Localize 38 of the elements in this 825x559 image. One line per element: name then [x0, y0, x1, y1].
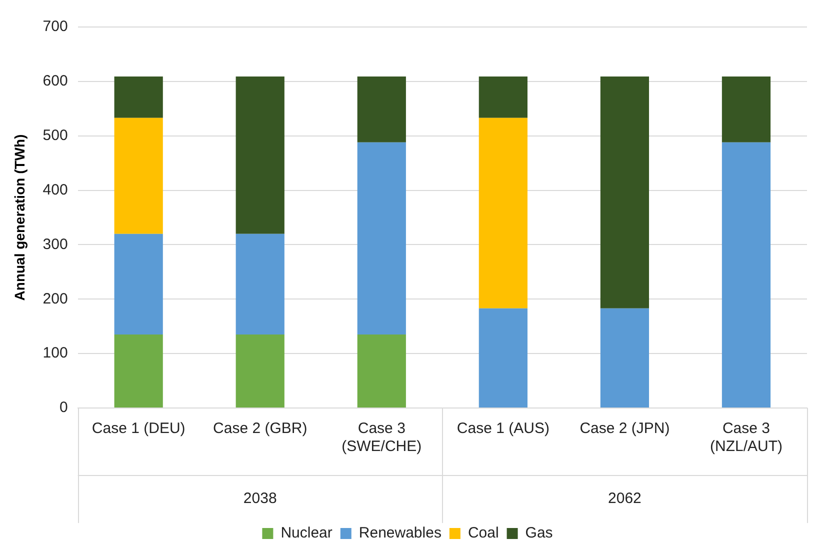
bar [236, 234, 284, 335]
y-tick-label: 400 [42, 181, 68, 198]
x-tick-label: Case 1 (AUS) [456, 420, 550, 438]
y-tick-label: 700 [42, 18, 68, 36]
x-tick-label: Case 3 (NZL/AUT) [710, 420, 782, 456]
legend-label: Coal [468, 524, 499, 542]
y-tick-label: 0 [59, 399, 68, 416]
bar [114, 334, 163, 408]
y-axis-title: Annual generation (TWh) [11, 134, 28, 301]
bar [722, 142, 771, 408]
y-tick-label: 100 [42, 344, 68, 362]
legend-label: Nuclear [280, 524, 332, 542]
x-tick-label: Case 3 (SWE/CHE) [342, 420, 422, 456]
x-tick-label: Case 2 (JPN) [580, 420, 670, 438]
bar [600, 76, 650, 308]
legend-label: Gas [525, 524, 553, 542]
bar [722, 76, 771, 142]
bar [236, 334, 284, 408]
bar [114, 76, 163, 118]
bar [114, 118, 163, 234]
text: 2038 [243, 490, 277, 508]
bar [114, 234, 163, 335]
y-tick-label: 300 [42, 236, 68, 253]
y-tick-label: 500 [42, 127, 68, 144]
x-tick-label: Case 2 (GBR) [213, 420, 308, 438]
bar [478, 308, 528, 408]
legend-label: Renewables [358, 524, 442, 542]
text: 2062 [608, 490, 642, 508]
bar [357, 76, 406, 142]
bar [478, 118, 528, 308]
bar [600, 308, 650, 408]
y-tick-label: 600 [42, 72, 68, 90]
y-tick-label: 200 [42, 290, 68, 308]
x-tick-label: Case 1 (DEU) [92, 420, 186, 438]
bar [357, 334, 406, 408]
bar [357, 142, 406, 335]
bar [236, 76, 284, 234]
bar [478, 76, 528, 118]
